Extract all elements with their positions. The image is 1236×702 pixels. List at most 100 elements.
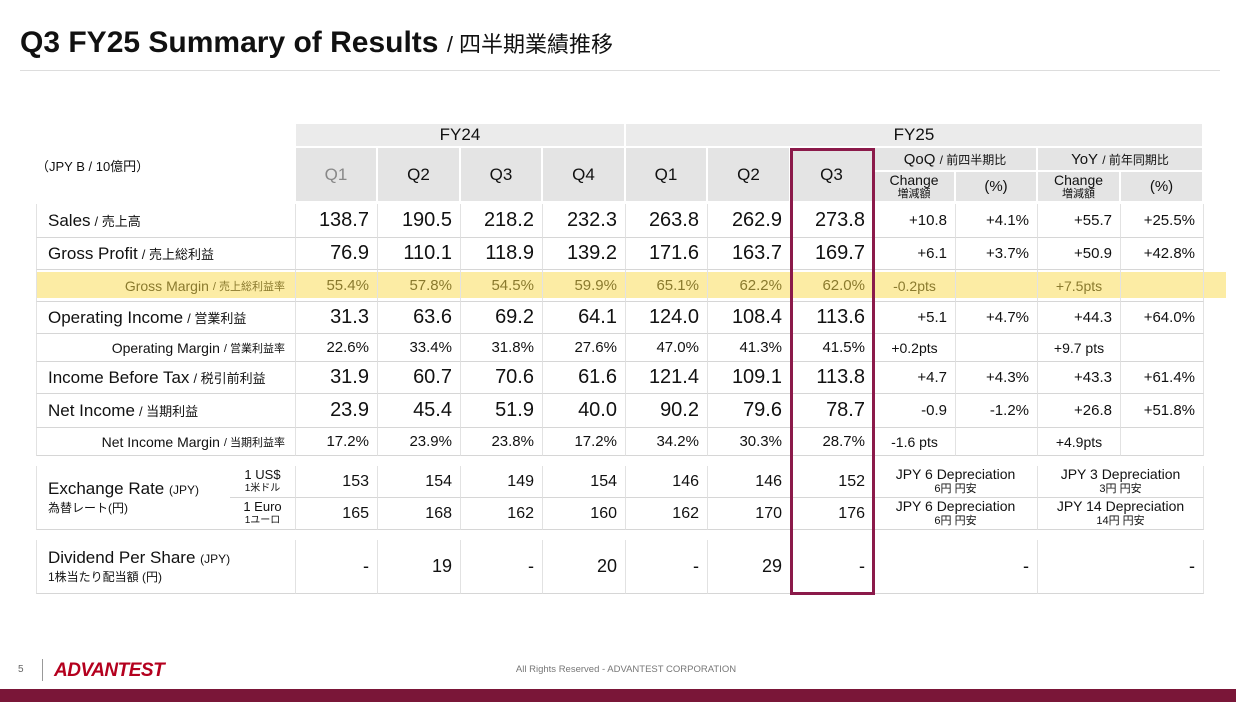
yoy-depreciation: JPY 3 Depreciation 3円 円安 bbox=[1038, 466, 1204, 498]
value-cell: 218.2 bbox=[461, 204, 543, 238]
page-number: 5 bbox=[18, 664, 24, 675]
qoq-change: -1.6 pts bbox=[874, 428, 956, 456]
rate-cell: 165 bbox=[296, 498, 378, 530]
row-label-jp: / 営業利益 bbox=[187, 311, 247, 326]
yoy-change: +7.5pts bbox=[1038, 270, 1121, 302]
value-cell: 23.9% bbox=[378, 428, 461, 456]
row-label: Gross Margin / 売上総利益率 bbox=[36, 270, 296, 302]
yoy-label: YoY bbox=[1071, 150, 1099, 168]
yoy-header: YoY / 前年同期比 bbox=[1038, 148, 1204, 172]
value-cell: 23.8% bbox=[461, 428, 543, 456]
rate-cell: 170 bbox=[708, 498, 791, 530]
value-cell: 139.2 bbox=[543, 238, 626, 270]
rate-cell: 154 bbox=[378, 466, 461, 498]
pct-header: (%) bbox=[956, 172, 1038, 203]
dividend-qoq: - bbox=[874, 540, 1038, 594]
title-text: Q3 FY25 Summary of Results bbox=[20, 26, 439, 59]
row-label: Operating Income / 営業利益 bbox=[36, 302, 296, 334]
logo: ADVANTEST bbox=[54, 660, 165, 681]
change-header: Change 増減額 bbox=[874, 172, 956, 203]
dividend-cell: - bbox=[461, 540, 543, 594]
row-label: Net Income / 当期利益 bbox=[36, 394, 296, 428]
value-cell: 63.6 bbox=[378, 302, 461, 334]
value-cell: 34.2% bbox=[626, 428, 708, 456]
change-label: Change bbox=[1053, 172, 1104, 188]
row-label-jp: / 当期利益 bbox=[138, 404, 199, 419]
depreciation-text: JPY 6 Depreciation bbox=[895, 466, 1016, 482]
yoy-empty bbox=[1121, 334, 1204, 362]
rate-cell: 149 bbox=[461, 466, 543, 498]
depreciation-text: JPY 14 Depreciation bbox=[1056, 498, 1185, 514]
currency-jp: 1米ドル bbox=[244, 482, 281, 494]
yoy-change: +43.3 bbox=[1038, 362, 1121, 394]
qoq-change: +4.7 bbox=[874, 362, 956, 394]
row-label-text: Gross Profit bbox=[48, 243, 138, 263]
value-cell: 109.1 bbox=[708, 362, 791, 394]
row-label-text: Income Before Tax bbox=[48, 367, 190, 387]
dividend-cell: - bbox=[626, 540, 708, 594]
rate-cell: 153 bbox=[296, 466, 378, 498]
rate-cell: 162 bbox=[461, 498, 543, 530]
value-cell: 31.8% bbox=[461, 334, 543, 362]
qoq-change: +6.1 bbox=[874, 238, 956, 270]
yoy-pct: +64.0% bbox=[1121, 302, 1204, 334]
exchange-unit: (JPY) bbox=[168, 483, 199, 497]
dividend-yoy: - bbox=[1038, 540, 1204, 594]
quarter-header: Q2 bbox=[708, 148, 791, 203]
dividend-label: Dividend Per Share (JPY) 1株当たり配当額 (円) bbox=[36, 540, 296, 594]
highlight-band bbox=[36, 272, 1226, 298]
group-header: FY24 bbox=[296, 124, 626, 148]
depreciation-jp: 3円 円安 bbox=[1099, 482, 1142, 495]
value-cell: 118.9 bbox=[461, 238, 543, 270]
value-cell: 110.1 bbox=[378, 238, 461, 270]
value-cell: 45.4 bbox=[378, 394, 461, 428]
value-cell: 41.3% bbox=[708, 334, 791, 362]
row-label-text: Operating Margin bbox=[111, 339, 220, 356]
qoq-change: -0.9 bbox=[874, 394, 956, 428]
change-label: Change bbox=[889, 172, 939, 188]
footer-bar bbox=[0, 689, 1236, 702]
yoy-label-jp: / 前年同期比 bbox=[1102, 152, 1169, 167]
qoq-label-jp: / 前四半期比 bbox=[939, 152, 1007, 167]
value-cell: 40.0 bbox=[543, 394, 626, 428]
row-label-jp: / 売上高 bbox=[94, 214, 141, 229]
dividend-cell: 29 bbox=[708, 540, 791, 594]
value-cell: 76.9 bbox=[296, 238, 378, 270]
quarter-header: Q3 bbox=[461, 148, 543, 203]
currency-text: 1 Euro bbox=[243, 498, 282, 514]
copyright: All Rights Reserved - ADVANTEST CORPORAT… bbox=[515, 664, 737, 675]
row-label: Net Income Margin / 当期利益率 bbox=[36, 428, 296, 456]
depreciation-jp: 6円 円安 bbox=[934, 482, 977, 495]
dividend-title: Dividend Per Share (JPY) bbox=[48, 548, 230, 568]
qoq-change: +5.1 bbox=[874, 302, 956, 334]
exchange-label-text: Exchange Rate bbox=[48, 479, 165, 498]
yoy-change: +44.3 bbox=[1038, 302, 1121, 334]
value-cell: 65.1% bbox=[626, 270, 708, 302]
quarter-header: Q1 bbox=[296, 148, 378, 203]
value-cell: 138.7 bbox=[296, 204, 378, 238]
qoq-change: +10.8 bbox=[874, 204, 956, 238]
qoq-empty bbox=[956, 270, 1038, 302]
title: Q3 FY25 Summary of Results / 四半期業績推移 bbox=[20, 26, 613, 60]
value-cell: 60.7 bbox=[378, 362, 461, 394]
row-label-jp: / 営業利益率 bbox=[223, 342, 285, 355]
pct-header: (%) bbox=[1121, 172, 1204, 203]
group-header: FY25 bbox=[626, 124, 1204, 148]
value-cell: 61.6 bbox=[543, 362, 626, 394]
title-jp: / 四半期業績推移 bbox=[446, 32, 614, 57]
row-label-jp: / 売上総利益率 bbox=[212, 280, 285, 293]
row-label-jp: / 当期利益率 bbox=[223, 436, 285, 449]
yoy-pct: +61.4% bbox=[1121, 362, 1204, 394]
change-label-jp: 増減額 bbox=[1062, 187, 1095, 200]
exchange-label-jp: 為替レート(円) bbox=[48, 501, 128, 515]
qoq-pct: -1.2% bbox=[956, 394, 1038, 428]
value-cell: 69.2 bbox=[461, 302, 543, 334]
qoq-change: +0.2pts bbox=[874, 334, 956, 362]
depreciation-jp: 14円 円安 bbox=[1096, 514, 1145, 527]
q3-highlight-box bbox=[790, 148, 875, 595]
value-cell: 163.7 bbox=[708, 238, 791, 270]
value-cell: 30.3% bbox=[708, 428, 791, 456]
row-label-jp: / 売上総利益 bbox=[141, 247, 214, 262]
currency-jp: 1ユーロ bbox=[244, 514, 281, 526]
yoy-change: +9.7 pts bbox=[1038, 334, 1121, 362]
